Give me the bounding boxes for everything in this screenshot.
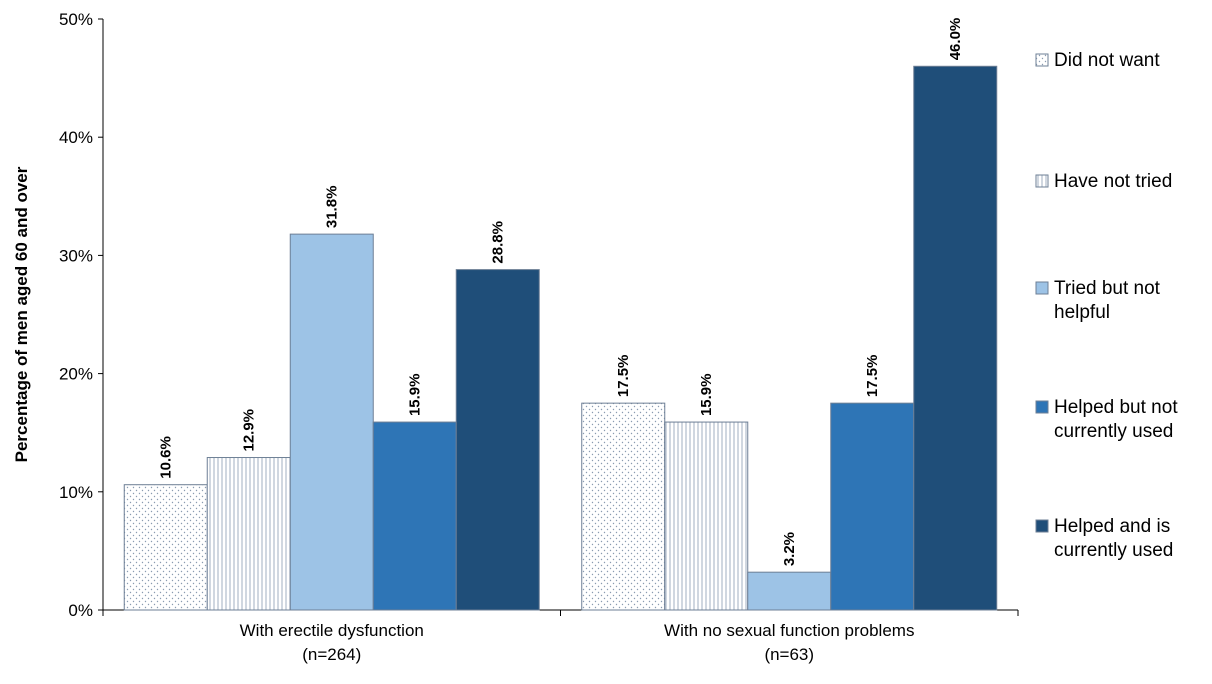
bar	[830, 402, 915, 611]
legend-swatch	[1035, 519, 1049, 533]
legend-label: Helped but not currently used	[1054, 397, 1178, 442]
data-label: 3.2%	[781, 532, 798, 566]
y-tick-label: 30%	[59, 246, 93, 265]
legend-label-line: Helped but not	[1054, 397, 1178, 418]
x-category-label-line: With erectile dysfunction	[240, 621, 424, 640]
legend-label-line: currently used	[1054, 421, 1173, 442]
data-labels-group: 10.6% 12.9% 31.8% 15.9% 28.8% 17.5% 15.9% 3.2% 1…	[158, 18, 965, 566]
y-axis-title: Percentage of men aged 60 and over	[12, 166, 31, 462]
x-category-label: With no sexual function problems (n=63)	[664, 621, 914, 664]
y-tick-label: 10%	[59, 483, 93, 502]
legend-label-line: currently used	[1054, 540, 1173, 561]
legend-label-line: helpful	[1054, 302, 1110, 323]
data-label: 15.9%	[698, 374, 715, 417]
bar	[747, 571, 832, 611]
data-label: 31.8%	[324, 186, 341, 229]
x-category-label-line: (n=63)	[764, 645, 814, 664]
x-category-label-line: (n=264)	[302, 645, 361, 664]
legend-label-line: Helped and is	[1054, 516, 1170, 537]
legend-label: Tried but not helpful	[1054, 278, 1161, 323]
bar	[664, 421, 749, 611]
data-label: 28.8%	[490, 221, 507, 264]
bar	[206, 457, 291, 611]
data-label: 12.9%	[241, 409, 258, 452]
legend-swatch	[1035, 281, 1049, 295]
legend-label-line: Have not tried	[1054, 171, 1172, 192]
data-label: 15.9%	[407, 374, 424, 417]
bar	[289, 233, 374, 611]
bar	[581, 402, 666, 611]
legend-swatch	[1035, 400, 1049, 414]
legend-label: Helped and is currently used	[1054, 516, 1173, 561]
bars-group	[123, 65, 998, 611]
bar	[455, 269, 540, 611]
legend-swatch	[1035, 174, 1049, 188]
legend-label-line: Tried but not	[1054, 278, 1161, 299]
y-tick-label: 40%	[59, 128, 93, 147]
data-label: 46.0%	[947, 18, 964, 61]
y-tick-label: 50%	[59, 10, 93, 29]
x-category-label: With erectile dysfunction (n=264)	[240, 621, 424, 664]
legend-swatch	[1035, 53, 1049, 67]
bar	[123, 484, 208, 611]
axes-group: 0% 10% 20% 30% 40% 50% Percentage of men aged …	[12, 10, 1019, 664]
y-tick-label: 0%	[68, 601, 93, 620]
legend-label-line: Did not want	[1054, 50, 1160, 71]
bar	[913, 65, 998, 611]
bar	[372, 421, 457, 611]
y-tick-label: 20%	[59, 365, 93, 384]
data-label: 17.5%	[864, 355, 881, 398]
legend: Did not want Have not tried Tried but not h…	[1035, 50, 1178, 561]
legend-label: Have not tried	[1054, 171, 1172, 192]
data-label: 17.5%	[615, 355, 632, 398]
legend-label: Did not want	[1054, 50, 1160, 71]
data-label: 10.6%	[158, 436, 175, 479]
x-category-label-line: With no sexual function problems	[664, 621, 914, 640]
